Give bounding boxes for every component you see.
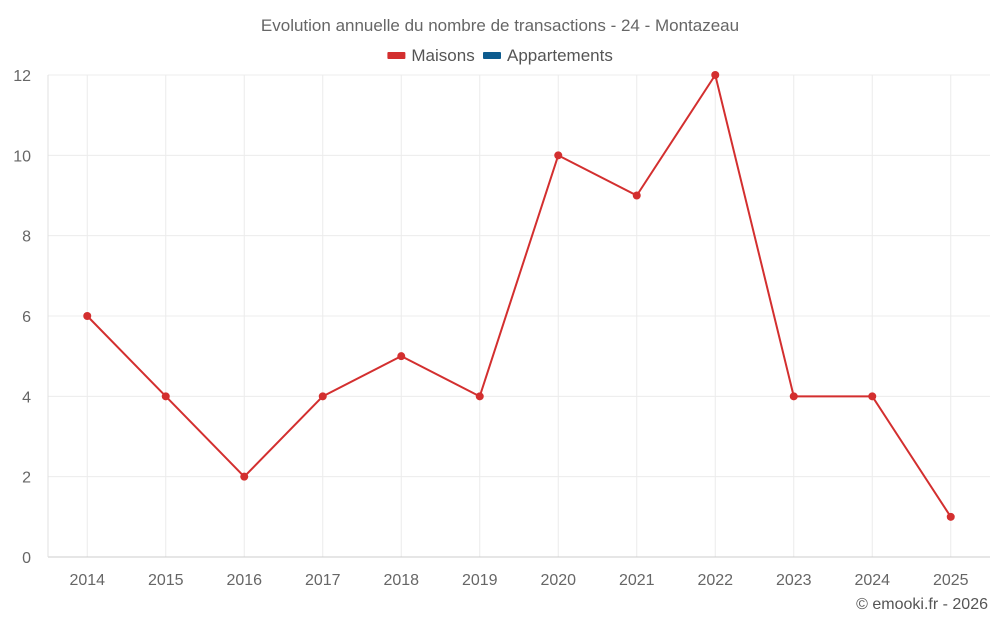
data-point-maisons xyxy=(868,392,877,401)
chart-title: Evolution annuelle du nombre de transact… xyxy=(261,16,739,35)
x-tick-label: 2023 xyxy=(776,572,812,589)
data-point-maisons xyxy=(554,151,563,160)
y-tick-label: 12 xyxy=(13,68,31,85)
legend: Maisons Appartements xyxy=(387,46,613,65)
y-tick-label: 6 xyxy=(22,309,31,326)
x-tick-label: 2017 xyxy=(305,572,341,589)
grid xyxy=(48,74,990,557)
data-point-maisons xyxy=(946,512,955,521)
x-tick-label: 2015 xyxy=(148,572,184,589)
data-point-maisons xyxy=(240,472,249,481)
x-tick-label: 2014 xyxy=(69,572,105,589)
x-tick-label: 2020 xyxy=(540,572,576,589)
data-point-maisons xyxy=(161,392,170,401)
legend-swatch-appartements xyxy=(483,52,501,59)
data-point-maisons xyxy=(397,352,406,361)
data-point-maisons xyxy=(711,71,720,79)
series-line-maisons xyxy=(86,74,952,518)
x-tick-label: 2019 xyxy=(462,572,498,589)
y-tick-label: 10 xyxy=(13,148,31,165)
legend-label-maisons: Maisons xyxy=(411,46,474,65)
y-tick-label: 0 xyxy=(22,550,31,567)
x-tick-label: 2021 xyxy=(619,572,655,589)
credit-text: © emooki.fr - 2026 xyxy=(856,596,988,613)
series-layer xyxy=(83,71,955,521)
x-tick-label: 2016 xyxy=(226,572,262,589)
legend-swatch-maisons xyxy=(387,52,406,59)
y-tick-label: 8 xyxy=(22,229,31,246)
data-point-maisons xyxy=(318,392,327,401)
x-tick-label: 2022 xyxy=(697,572,733,589)
legend-label-appartements: Appartements xyxy=(507,46,613,65)
data-point-maisons xyxy=(475,392,484,401)
axes: 0 2 4 6 8 10 12 2014 2015 2016 2017 2018 2019 2020 202… xyxy=(13,68,990,589)
data-point-maisons xyxy=(83,312,92,320)
y-tick-label: 2 xyxy=(22,470,31,487)
data-point-maisons xyxy=(789,392,798,401)
y-tick-label: 4 xyxy=(22,389,31,406)
x-tick-label: 2024 xyxy=(854,572,890,589)
x-tick-label: 2025 xyxy=(933,572,969,589)
x-tick-label: 2018 xyxy=(383,572,419,589)
data-point-maisons xyxy=(632,191,641,200)
